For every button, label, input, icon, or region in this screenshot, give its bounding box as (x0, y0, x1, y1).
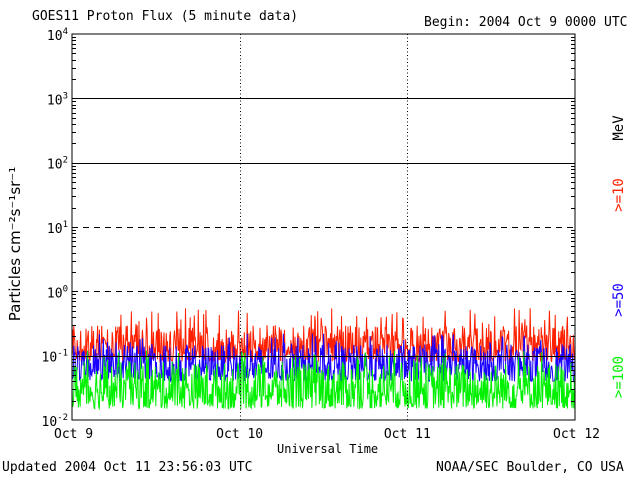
y-tick-label: 100 (47, 284, 68, 301)
legend-item: >=50 (611, 283, 627, 317)
y-tick-label: 102 (47, 156, 68, 173)
x-tick-label: Oct 9 (54, 427, 93, 442)
credit-label: NOAA/SEC Boulder, CO USA (436, 460, 624, 475)
x-tick-label: Oct 11 (384, 427, 431, 442)
y-tick-label: 10-2 (42, 413, 69, 430)
legend: >=10 >=50 >=100 MeV (611, 115, 627, 398)
y-tick-label: 104 (47, 27, 68, 44)
y-tick-label: 103 (47, 91, 68, 108)
x-axis-label: Universal Time (277, 442, 379, 456)
series-100-line (71, 350, 576, 411)
y-axis-label: Particles cm⁻²s⁻¹sr⁻¹ (6, 167, 24, 321)
x-tick-label: Oct 10 (216, 427, 263, 442)
plot-frame (71, 33, 576, 421)
x-tick-label: Oct 12 (553, 427, 600, 442)
y-tick-label: 10-1 (42, 349, 69, 366)
begin-time-label: Begin: 2004 Oct 9 0000 UTC (424, 15, 628, 30)
grid-layer (72, 34, 575, 420)
series-layer (71, 308, 576, 411)
legend-unit-label: MeV (611, 115, 627, 141)
y-tick-label: 101 (47, 220, 68, 237)
updated-timestamp: Updated 2004 Oct 11 23:56:03 UTC (2, 460, 253, 475)
y-tick-labels: 10-2 10-1 100 101 102 103 104 (42, 27, 69, 430)
x-tick-labels: Oct 9 Oct 10 Oct 11 Oct 12 (54, 427, 600, 442)
legend-item: >=10 (611, 178, 627, 212)
legend-item: >=100 (611, 356, 627, 398)
chart-title: GOES11 Proton Flux (5 minute data) (32, 9, 299, 24)
